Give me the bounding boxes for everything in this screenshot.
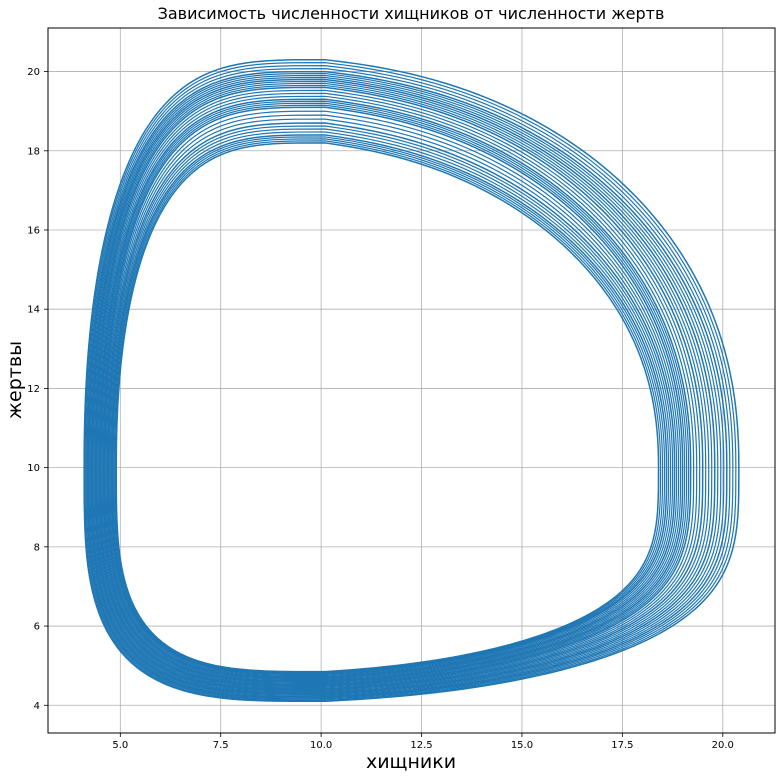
orbit-line [104, 110, 682, 682]
orbit-line [105, 114, 680, 681]
orbit-line [112, 136, 666, 674]
orbit-line [91, 78, 716, 695]
y-tick-label: 4 [34, 701, 40, 712]
orbit-line [89, 74, 722, 696]
orbit-line [111, 134, 668, 675]
orbit-line [94, 84, 707, 692]
orbit-line [107, 122, 676, 679]
y-tick-label: 12 [27, 384, 40, 395]
orbit-line [84, 62, 737, 701]
x-tick-label: 7.5 [213, 740, 229, 751]
orbit-line [87, 70, 728, 699]
orbit-line [83, 58, 740, 703]
x-tick-label: 17.5 [611, 740, 633, 751]
x-tick-label: 15.0 [511, 740, 533, 751]
y-tick-label: 16 [27, 225, 40, 236]
chart-title: Зависимость численности хищников от числ… [158, 4, 665, 23]
orbit-line [98, 95, 695, 688]
orbit-line [110, 131, 670, 676]
orbit-line [115, 142, 660, 673]
orbit-line [90, 76, 719, 695]
orbit-line [97, 92, 698, 689]
orbit-line [101, 102, 688, 685]
orbit-line [106, 118, 678, 680]
orbit-line [93, 82, 710, 693]
x-tick-label: 12.5 [410, 740, 432, 751]
orbit-line [103, 106, 684, 683]
series-layer [83, 58, 740, 703]
y-tick-label: 14 [27, 305, 40, 316]
orbit-line [95, 86, 704, 691]
x-tick-label: 5.0 [112, 740, 128, 751]
orbit-line [113, 138, 664, 674]
orbit-line [102, 104, 686, 684]
y-tick-label: 10 [27, 463, 40, 474]
x-axis-label: хищники [366, 751, 456, 773]
x-axis-ticks: 5.0 7.5 10.0 12.5 15.0 17.5 20.0 [112, 733, 734, 751]
y-tick-label: 20 [27, 67, 40, 78]
y-axis-ticks: 4 6 8 10 12 14 16 18 20 [27, 67, 48, 712]
y-tick-label: 8 [34, 542, 40, 553]
orbit-line [92, 80, 713, 694]
plot-frame [47, 27, 776, 734]
x-tick-label: 10.0 [310, 740, 332, 751]
orbit-line [96, 89, 701, 690]
orbit-line [108, 125, 674, 678]
orbit-line [109, 128, 672, 677]
orbit-line [85, 65, 734, 700]
orbit-line [86, 67, 731, 699]
y-tick-label: 6 [34, 622, 40, 633]
x-tick-label: 20.0 [712, 740, 734, 751]
y-axis-label: жертвы [4, 341, 26, 419]
orbit-line [100, 100, 690, 686]
orbit-line [99, 98, 692, 687]
orbit-line [88, 72, 725, 697]
y-tick-label: 18 [27, 146, 40, 157]
